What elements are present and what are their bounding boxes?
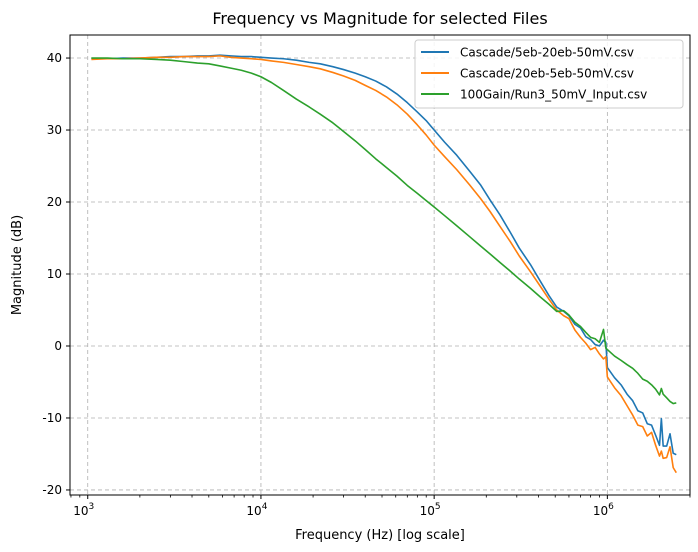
chart-title: Frequency vs Magnitude for selected File… <box>212 9 547 28</box>
x-axis-label: Frequency (Hz) [log scale] <box>295 528 465 543</box>
y-tick-label: 20 <box>47 195 62 209</box>
series-line <box>91 57 677 405</box>
legend-label: Cascade/5eb-20eb-50mV.csv <box>460 46 634 60</box>
grid-lines <box>70 35 690 495</box>
axis-ticks: 40 30 20 10 0 -10 -20 103 104 105 106 <box>42 51 691 518</box>
y-tick-label: -10 <box>42 411 62 425</box>
y-tick-label: -20 <box>42 483 62 497</box>
y-tick-label: 30 <box>47 123 62 137</box>
legend: Cascade/5eb-20eb-50mV.csv Cascade/20eb-5e… <box>414 39 684 109</box>
x-tick-label: 106 <box>593 502 614 518</box>
series-line <box>91 55 677 474</box>
legend-label: 100Gain/Run3_50mV_Input.csv <box>460 88 647 102</box>
x-tick-label: 104 <box>246 502 267 518</box>
x-tick-label: 105 <box>420 502 441 518</box>
y-tick-label: 10 <box>47 267 62 281</box>
y-tick-label: 40 <box>47 51 62 65</box>
legend-box <box>414 39 684 109</box>
plot-frame <box>69 34 691 496</box>
x-tick-label: 103 <box>73 502 94 518</box>
legend-label: Cascade/20eb-5eb-50mV.csv <box>460 67 634 81</box>
series-line <box>91 54 677 456</box>
y-tick-label: 0 <box>54 339 62 353</box>
series-lines <box>91 54 677 474</box>
y-axis-label: Magnitude (dB) <box>10 215 25 315</box>
